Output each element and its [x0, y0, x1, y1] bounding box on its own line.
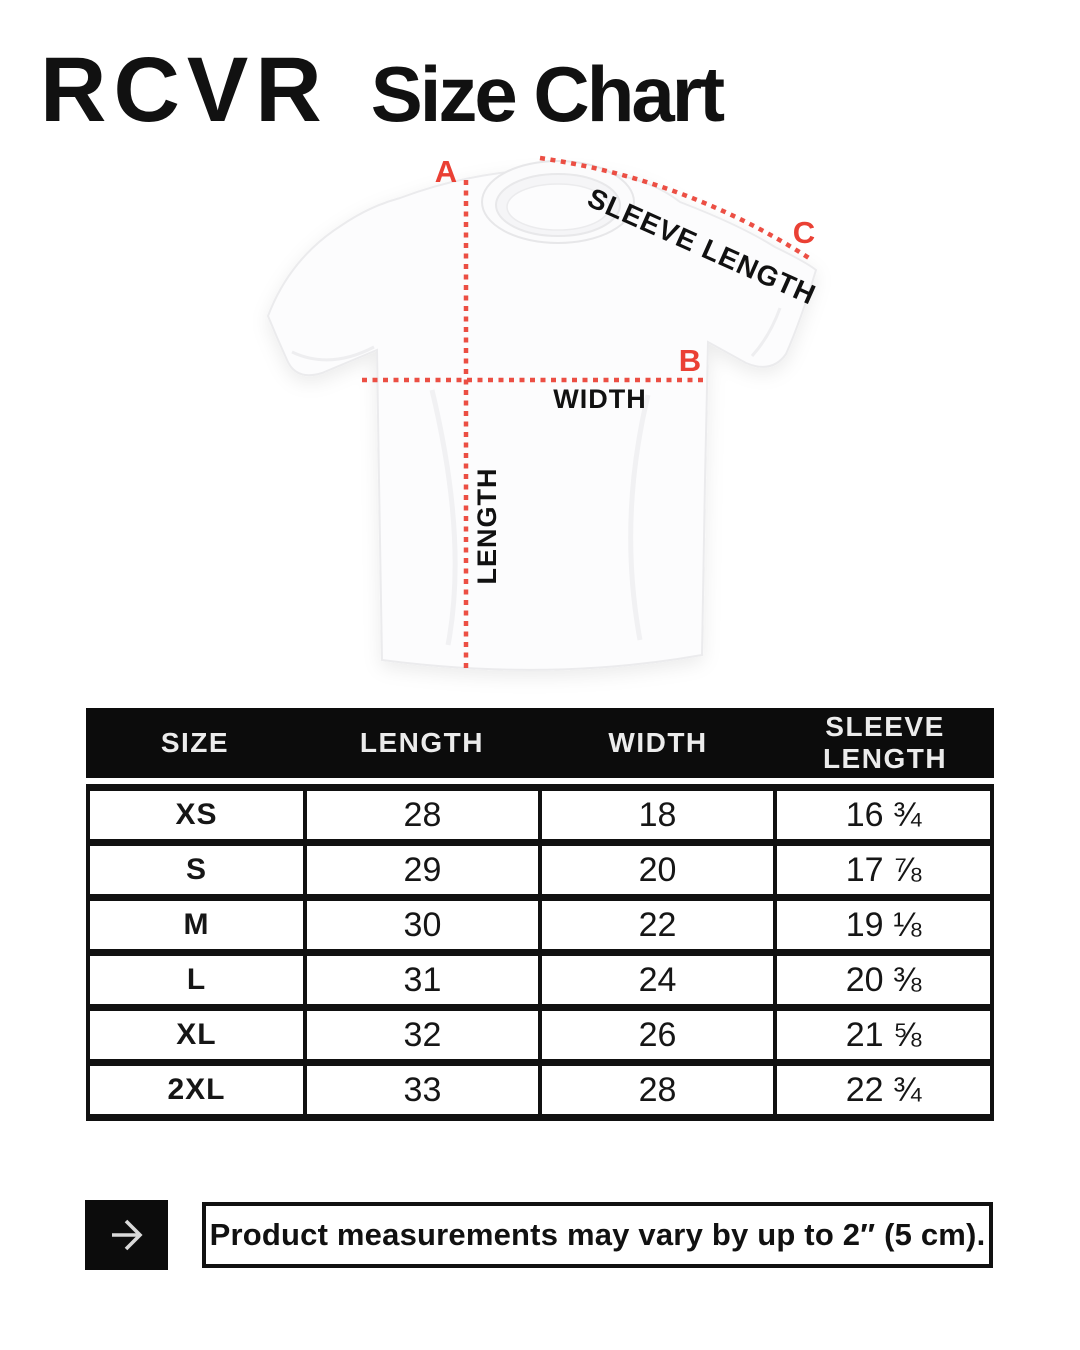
- arrow-button[interactable]: [85, 1200, 168, 1270]
- width-cell: 22: [537, 894, 778, 956]
- measurement-lines: [362, 155, 814, 668]
- column-header-length: LENGTH: [359, 727, 484, 758]
- header: RCVR Size Chart: [40, 39, 725, 141]
- table-row: XS 28 18 16 ¾: [86, 784, 994, 846]
- table-row: L 31 24 20 ⅜: [86, 949, 994, 1011]
- width-label: WIDTH: [553, 384, 646, 414]
- tshirt-measurement-diagram: A B C WIDTH LENGTH SLEEVE LENGTH: [0, 140, 1080, 712]
- marker-a: A: [435, 154, 457, 189]
- table-row: M 30 22 19 ⅛: [86, 894, 994, 956]
- size-cell: XS: [86, 784, 307, 846]
- sleeve-cell: 21 ⅝: [773, 1004, 994, 1066]
- tshirt-illustration: [266, 160, 818, 671]
- page-title: Size Chart: [370, 50, 725, 138]
- width-cell: 24: [537, 949, 778, 1011]
- length-cell: 32: [302, 1004, 542, 1066]
- size-cell: L: [86, 949, 307, 1011]
- fold-line: [628, 394, 651, 641]
- size-table: SIZE LENGTH WIDTH SLEEVE LENGTH XS 28 18…: [86, 708, 994, 1121]
- column-header-width: WIDTH: [608, 727, 708, 758]
- marker-c: C: [793, 215, 815, 250]
- length-cell: 28: [302, 784, 542, 846]
- right-cuff-seam: [750, 307, 782, 358]
- size-table-body: XS 28 18 16 ¾ S 29 20 17 ⅞ M 30 22 19 ⅛ …: [86, 784, 994, 1121]
- arrow-right-icon: [111, 1219, 143, 1251]
- measurement-note-box: Product measurements may vary by up to 2…: [202, 1202, 993, 1268]
- size-cell: 2XL: [86, 1059, 307, 1121]
- sleeve-cell: 17 ⅞: [773, 839, 994, 901]
- width-cell: 26: [537, 1004, 778, 1066]
- table-row: 2XL 33 28 22 ¾: [86, 1059, 994, 1121]
- column-header-size: SIZE: [160, 727, 230, 758]
- length-cell: 30: [302, 894, 542, 956]
- sleeve-cell: 20 ⅜: [773, 949, 994, 1011]
- size-cell: XL: [86, 1004, 307, 1066]
- length-label: LENGTH: [472, 468, 502, 585]
- width-cell: 18: [537, 784, 778, 846]
- size-table-grid: XS 28 18 16 ¾ S 29 20 17 ⅞ M 30 22 19 ⅛ …: [86, 784, 994, 1121]
- width-cell: 20: [537, 839, 778, 901]
- measurement-note-text: Product measurements may vary by up to 2…: [209, 1217, 986, 1252]
- sleeve-measure-line: [539, 155, 814, 262]
- fold-line: [429, 389, 458, 646]
- sleeve-cell: 16 ¾: [773, 784, 994, 846]
- column-header-sleeve: SLEEVE LENGTH: [822, 711, 948, 774]
- left-cuff-seam: [291, 345, 375, 362]
- size-table-header: SIZE LENGTH WIDTH SLEEVE LENGTH: [86, 708, 994, 778]
- table-row: XL 32 26 21 ⅝: [86, 1004, 994, 1066]
- length-cell: 29: [302, 839, 542, 901]
- sleeve-cell: 22 ¾: [773, 1059, 994, 1121]
- length-cell: 31: [302, 949, 542, 1011]
- marker-b: B: [679, 343, 701, 378]
- collar-inner: [506, 183, 610, 231]
- table-row: S 29 20 17 ⅞: [86, 839, 994, 901]
- brand-logo: RCVR: [40, 39, 329, 141]
- size-cell: S: [86, 839, 307, 901]
- length-cell: 33: [302, 1059, 542, 1121]
- tshirt-diagram-svg: A B C WIDTH LENGTH SLEEVE LENGTH: [266, 154, 821, 671]
- width-cell: 28: [537, 1059, 778, 1121]
- size-cell: M: [86, 894, 307, 956]
- sleeve-cell: 19 ⅛: [773, 894, 994, 956]
